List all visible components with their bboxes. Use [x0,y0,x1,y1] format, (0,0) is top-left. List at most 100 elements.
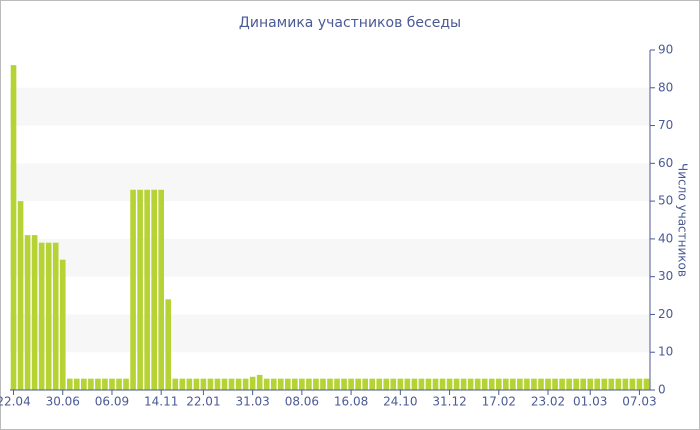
x-tick-label: 23.02 [531,395,565,409]
y-tick-label: 60 [658,156,673,170]
bar [559,378,565,390]
bar [88,378,94,390]
grid-band [10,314,650,353]
bar [292,378,298,390]
bar [235,378,242,390]
x-tick-label: 31.03 [235,395,269,409]
bar [495,378,502,390]
bar [587,378,594,390]
bar [460,378,467,390]
bar [622,378,629,390]
bar [481,378,488,390]
bar [59,259,66,390]
bar [95,378,101,390]
bar [306,378,312,390]
bar [545,378,551,390]
bar [45,242,52,390]
bar [503,378,509,390]
x-tick-label: 24.10 [383,395,417,409]
y-tick-label: 70 [658,118,673,132]
bar [517,378,523,390]
bar [439,378,446,390]
bar [263,378,270,390]
bar [299,378,305,390]
y-tick-label: 50 [658,194,673,208]
bar [601,378,608,390]
chart-title: Динамика участников беседы [239,15,461,31]
x-tick-label: 01.03 [573,395,607,409]
bar [74,378,80,390]
bar [137,189,143,390]
bar [524,378,530,390]
bar [151,189,157,390]
x-tick-label: 22.01 [186,395,220,409]
bar [510,378,516,390]
bar [418,378,425,390]
bar [383,378,390,390]
bar [228,378,235,390]
bar [24,235,31,390]
bar [411,378,418,390]
x-tick-label: 14.11 [144,395,178,409]
bar [109,378,115,390]
bar [636,378,643,390]
y-tick-label: 30 [658,269,673,283]
bar [242,378,249,390]
bar [172,378,179,390]
bar [52,242,59,390]
x-tick-label: 31.12 [432,395,466,409]
bar [369,378,376,390]
x-tick-label: 07.03 [622,395,656,409]
bar [453,378,460,390]
bar [566,378,572,390]
x-tick-label: 06.09 [95,395,129,409]
bar [643,378,650,390]
bar [320,378,326,390]
bar [214,378,221,390]
bar [256,374,263,390]
grid-band [10,163,650,202]
bar [341,378,347,390]
bar [284,378,291,390]
bar [334,378,340,390]
bar [38,242,45,390]
bar [207,378,214,390]
y-tick-label: 10 [658,345,673,359]
grid-band [10,238,650,277]
bar [10,65,17,390]
bar [397,378,404,390]
bar [249,376,256,390]
bar [17,201,24,390]
bar [144,189,150,390]
bar [376,378,383,390]
bar [608,378,615,390]
bar [474,378,481,390]
bar [404,378,411,390]
bar [123,378,129,390]
bar [158,189,165,390]
bar [102,378,108,390]
bar [538,378,544,390]
bar [81,378,87,390]
bar [615,378,622,390]
bar [270,378,277,390]
grid-band [10,87,650,126]
bar [221,378,228,390]
bar [193,378,200,390]
bar [277,378,284,390]
bar [531,378,537,390]
bar [130,189,136,390]
bar [327,378,333,390]
bar [552,378,558,390]
bar [580,378,586,390]
bar [200,378,207,390]
bar [573,378,579,390]
bar [488,378,495,390]
bar [116,378,122,390]
x-tick-label: 30.06 [46,395,80,409]
bar [594,378,601,390]
bar [179,378,186,390]
